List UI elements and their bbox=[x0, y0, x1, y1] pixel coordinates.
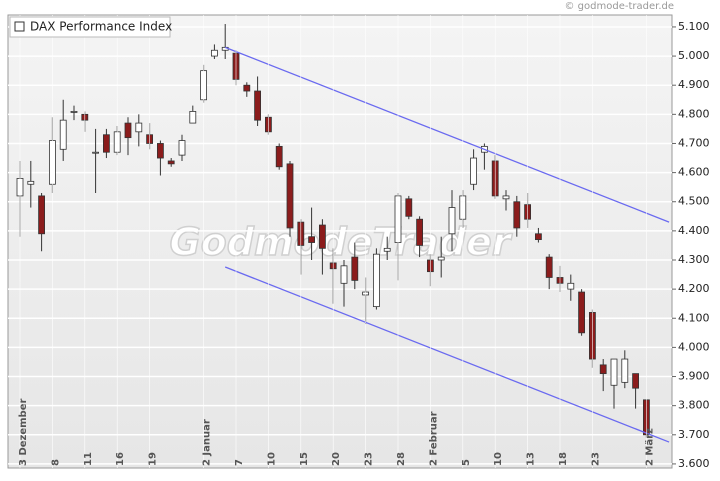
candle-body bbox=[189, 111, 197, 124]
candle-body bbox=[340, 265, 348, 284]
candle-body bbox=[38, 195, 45, 235]
candle-body bbox=[535, 233, 542, 241]
candle-body bbox=[437, 256, 445, 261]
x-tick-label: 23 bbox=[364, 452, 375, 466]
y-tick-label: 3.900 bbox=[678, 370, 710, 383]
y-tick-label: 4.900 bbox=[678, 78, 710, 91]
watermark: GodmodeTrader bbox=[169, 220, 512, 264]
candle-body bbox=[448, 207, 456, 235]
x-tick-label: 10 bbox=[266, 452, 277, 466]
candle-body bbox=[135, 122, 143, 133]
y-tick-label: 4.300 bbox=[678, 253, 710, 266]
candle-body bbox=[632, 373, 639, 389]
candle-body bbox=[210, 49, 218, 57]
x-tick-label: 13 bbox=[526, 452, 537, 466]
candle-body bbox=[92, 151, 99, 154]
y-tick-label: 5.000 bbox=[678, 49, 710, 62]
x-tick-label: 8 bbox=[50, 459, 61, 466]
candle-body bbox=[405, 198, 413, 217]
y-tick-label: 4.700 bbox=[678, 136, 710, 149]
candle-body bbox=[308, 236, 316, 243]
legend bbox=[9, 16, 171, 38]
x-tick-label: 7 bbox=[234, 459, 245, 466]
candle-body bbox=[567, 282, 575, 290]
candle-body bbox=[372, 253, 380, 308]
x-tick-label: 28 bbox=[396, 452, 407, 466]
candle-body bbox=[416, 218, 424, 246]
candle-body bbox=[156, 143, 164, 159]
y-tick-label: 4.400 bbox=[678, 224, 710, 237]
plot-area bbox=[7, 14, 673, 469]
y-tick-label: 3.700 bbox=[678, 428, 710, 441]
candle-body bbox=[599, 364, 607, 375]
candle-body bbox=[470, 157, 478, 185]
candle-body bbox=[286, 163, 294, 229]
y-tick-label: 3.800 bbox=[678, 399, 710, 412]
x-tick-label: 3 Dezember bbox=[18, 399, 29, 466]
y-tick-label: 4.600 bbox=[678, 166, 710, 179]
candle-body bbox=[59, 119, 67, 150]
legend-swatch bbox=[14, 21, 25, 32]
candle-body bbox=[243, 84, 251, 92]
candle-body bbox=[513, 201, 521, 229]
candle-body bbox=[621, 358, 629, 383]
y-tick-label: 3.600 bbox=[678, 457, 710, 470]
candle-body bbox=[103, 134, 110, 153]
x-tick-label: 16 bbox=[115, 452, 126, 466]
candle-body bbox=[610, 358, 618, 386]
candle-body bbox=[178, 140, 186, 156]
y-tick-label: 4.500 bbox=[678, 195, 710, 208]
source: © godmode-trader.de bbox=[565, 1, 675, 12]
y-tick-label: 4.200 bbox=[678, 282, 710, 295]
candle-body bbox=[254, 90, 262, 121]
candle-body bbox=[275, 145, 283, 168]
x-tick-label: 5 bbox=[461, 459, 472, 466]
candle-body bbox=[351, 256, 359, 281]
y-tick-label: 4.100 bbox=[678, 311, 710, 324]
x-tick-label: 11 bbox=[83, 452, 94, 466]
trendline bbox=[224, 266, 670, 443]
trendline bbox=[224, 46, 670, 223]
x-tick-label: 20 bbox=[331, 452, 342, 466]
candle-body bbox=[318, 224, 326, 249]
candle-body bbox=[502, 195, 510, 200]
candle-body bbox=[578, 291, 585, 334]
y-tick-label: 4.800 bbox=[678, 107, 710, 120]
x-tick-label: 2 Januar bbox=[202, 419, 213, 466]
x-tick-label: 23 bbox=[590, 452, 601, 466]
y-tick-label: 4.000 bbox=[678, 340, 710, 353]
x-tick-label: 15 bbox=[299, 452, 310, 466]
candle-body bbox=[383, 247, 391, 252]
candle-body bbox=[124, 122, 132, 139]
x-tick-label: 19 bbox=[148, 452, 159, 466]
x-tick-label: 10 bbox=[493, 452, 504, 466]
x-tick-label: 2 März bbox=[644, 428, 655, 466]
y-tick-label: 5.100 bbox=[678, 20, 710, 33]
x-tick-label: 2 Februar bbox=[428, 411, 439, 466]
candle-body bbox=[167, 160, 175, 165]
candle-body bbox=[27, 180, 35, 185]
x-tick-label: 18 bbox=[558, 452, 569, 466]
legend-label: DAX Performance Index bbox=[30, 20, 172, 34]
candle-body bbox=[70, 111, 78, 113]
candle-body bbox=[545, 256, 553, 278]
